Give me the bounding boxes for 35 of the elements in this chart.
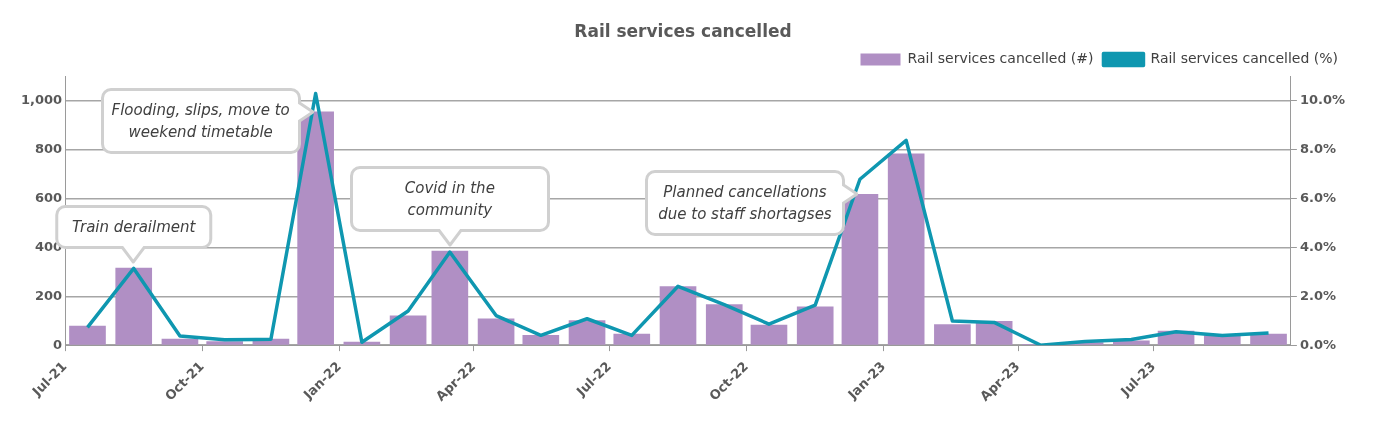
bar [613,333,651,345]
bar [659,286,697,345]
bar [389,315,427,345]
legend-label: Rail services cancelled (#) [907,50,1094,67]
bar [431,250,469,345]
y2-tick-label: 4.0% [1299,238,1336,254]
bar [796,306,834,345]
chart-title: Rail services cancelled [574,20,792,41]
bar [206,341,244,345]
bar [887,153,925,345]
bar [705,304,743,345]
bar [841,194,879,345]
y2-tick-label: 6.0% [1299,189,1336,205]
y-tick-label: 0 [53,336,63,352]
annotation: Covid in the community [349,166,550,233]
bar [934,324,971,345]
y-tick-label: 600 [34,189,63,205]
bar [343,341,381,345]
y2-tick-label: 0.0% [1299,336,1336,352]
y-tick-label: 1,000 [21,92,63,108]
y-tick-label: 800 [34,141,63,157]
annotation: Train derailment [71,218,196,237]
bar [297,111,334,345]
y2-tick-label: 10.0% [1299,92,1346,108]
bar [161,338,199,345]
y-tick-label: 200 [34,287,63,303]
legend-label: Rail services cancelled (%) [1150,50,1339,67]
bar [115,267,153,345]
y2-tick-label: 8.0% [1299,141,1336,157]
bar [1250,333,1287,345]
bar [750,324,788,345]
y2-tick-label: 2.0% [1299,287,1336,303]
bar [522,335,560,345]
bar [69,325,106,345]
bar [477,318,515,345]
